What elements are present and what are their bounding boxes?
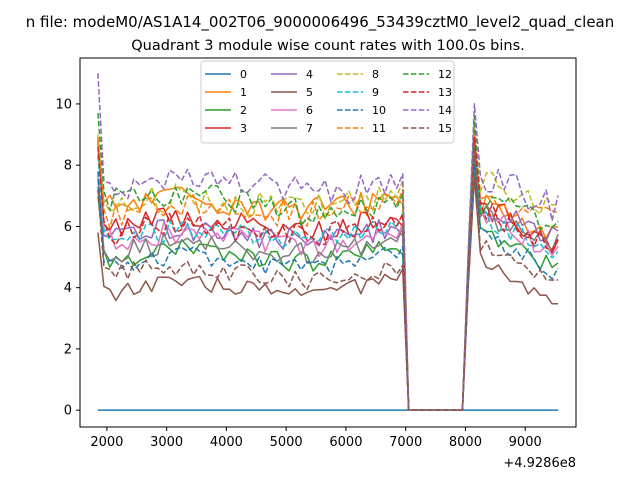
legend-label-5: 5 xyxy=(306,86,313,99)
x-tick-label: 5000 xyxy=(270,435,303,450)
series-line-13 xyxy=(97,136,559,411)
legend-label-13: 13 xyxy=(438,86,452,99)
series-line-7 xyxy=(97,155,559,411)
legend-label-10: 10 xyxy=(372,104,386,117)
y-tick-label: 4 xyxy=(64,281,72,296)
x-tick-label: 4000 xyxy=(210,435,243,450)
figure-suptitle: n file: modeM0/AS1A14_002T06_9000006496_… xyxy=(26,13,615,32)
legend-label-1: 1 xyxy=(240,86,247,99)
x-tick-label: 7000 xyxy=(389,435,422,450)
legend-label-14: 14 xyxy=(438,104,452,117)
legend-label-15: 15 xyxy=(438,122,452,135)
x-tick-label: 3000 xyxy=(150,435,183,450)
y-tick-label: 8 xyxy=(64,159,72,174)
series-line-12 xyxy=(97,113,559,411)
y-tick-label: 0 xyxy=(64,404,72,419)
x-tick-label: 2000 xyxy=(90,435,123,450)
series-line-8 xyxy=(97,121,559,411)
series-line-2 xyxy=(97,164,559,411)
x-tick-label: 8000 xyxy=(449,435,482,450)
legend-label-4: 4 xyxy=(306,68,313,81)
legend-label-6: 6 xyxy=(306,104,313,117)
legend-label-12: 12 xyxy=(438,68,452,81)
plot-area: 2000 3000 4000 5000 6000 7000 8000 9000 0246810… xyxy=(55,57,577,471)
y-tick-label: 2 xyxy=(64,342,72,357)
series-line-14 xyxy=(97,73,559,411)
series-line-5 xyxy=(97,176,559,411)
legend-label-2: 2 xyxy=(240,104,247,117)
axes-frame xyxy=(79,57,577,428)
y-tick-label: 10 xyxy=(55,97,72,112)
series-line-6 xyxy=(97,158,559,411)
y-axis: 0 2 4 6 8 10 xyxy=(55,97,80,419)
x-tick-label: 6000 xyxy=(329,435,362,450)
legend-label-8: 8 xyxy=(372,68,379,81)
legend-label-3: 3 xyxy=(240,122,247,135)
legend-label-7: 7 xyxy=(306,122,313,135)
legend-label-0: 0 xyxy=(240,68,247,81)
chart-title: Quadrant 3 module wise count rates with … xyxy=(131,38,525,54)
series-line-15 xyxy=(97,146,559,411)
legend-label-11: 11 xyxy=(372,122,386,135)
y-tick-label: 6 xyxy=(64,220,72,235)
x-axis: 2000 3000 4000 5000 6000 7000 8000 9000 xyxy=(90,427,542,450)
series-layer xyxy=(97,73,559,411)
series-line-10 xyxy=(97,161,559,411)
legend-label-9: 9 xyxy=(372,86,379,99)
legend-frame xyxy=(200,60,455,144)
x-offset-label: +4.9286e8 xyxy=(503,456,576,471)
x-tick-label: 9000 xyxy=(509,435,542,450)
series-line-11 xyxy=(97,133,559,411)
